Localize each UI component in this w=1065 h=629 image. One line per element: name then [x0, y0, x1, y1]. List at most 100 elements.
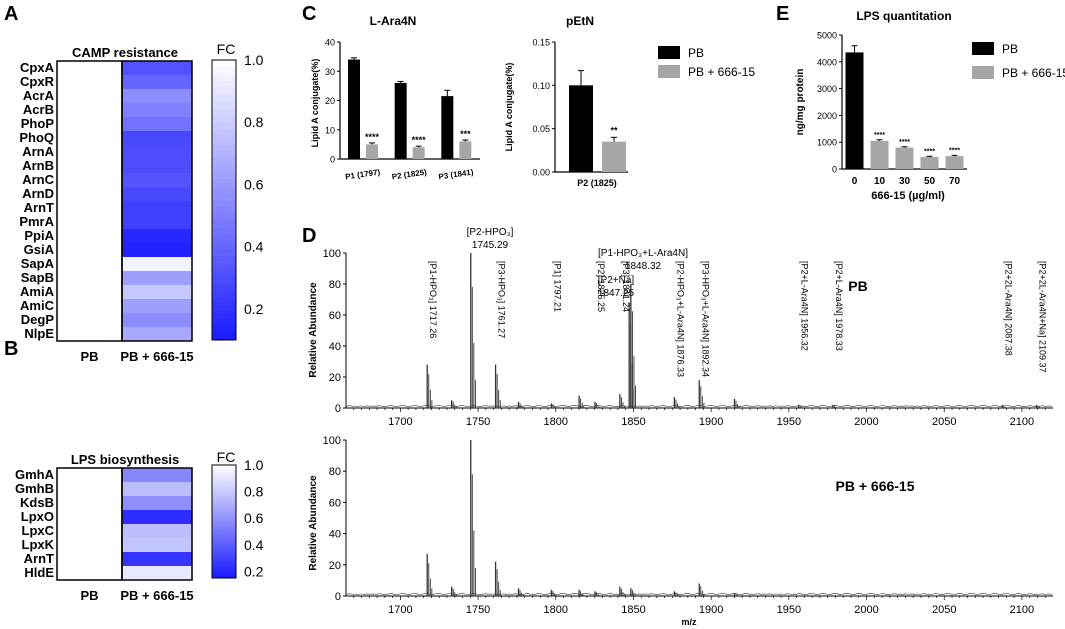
colorbar-segment: [212, 521, 236, 525]
significance-label: ****: [412, 135, 427, 145]
x-tick-label: P3 (1841): [438, 168, 474, 182]
colorbar-segment: [212, 527, 236, 531]
colorbar-segment: [212, 498, 236, 503]
colorbar-segment: [212, 130, 236, 138]
y-tick-label: 10: [325, 125, 335, 135]
legend-swatch-pb: [972, 42, 994, 55]
colorbar-segment: [212, 552, 236, 556]
colorbar-segment: [212, 123, 236, 131]
x-axis-label: 666-15 (µg/ml): [871, 190, 945, 202]
colorbar-segment: [212, 221, 236, 229]
colorbar-segment: [212, 476, 236, 480]
x-tick-label: 1950: [777, 416, 801, 428]
peak-annotation: [P1-HPO₃] 1717.26: [428, 261, 438, 338]
colorbar-tick-label: 0.2: [244, 563, 264, 579]
spectrum-baseline: [345, 404, 1053, 407]
y-axis-label: Lipid A conjugate(%): [310, 59, 320, 148]
bar: [366, 144, 378, 159]
colorbar-segment: [212, 109, 236, 117]
colorbar-segment: [212, 256, 236, 264]
x-tick-label: 1700: [388, 604, 412, 616]
bar: [895, 147, 914, 169]
colorbar-segment: [212, 481, 236, 486]
y-tick-label: 40: [325, 38, 335, 48]
y-axis-label: Lipid A conjugate(%): [504, 63, 514, 152]
heatmap-row-label: HldE: [24, 565, 54, 580]
colorbar-segment: [212, 470, 236, 474]
heatmap-row-label: ArnT: [24, 551, 54, 566]
y-tick-label: 2000: [817, 111, 837, 121]
heatmap-cell: [57, 117, 122, 131]
heatmap-cell: [57, 61, 122, 75]
legend-e: PB PB + 666-15: [972, 42, 1065, 80]
colorbar-tick-label: 0.4: [244, 537, 264, 553]
peak-annotation: [P1] 1797.21: [552, 261, 562, 312]
colorbar-segment: [212, 228, 236, 236]
x-tick-label: P2 (1825): [577, 178, 617, 188]
colorbar-segment: [212, 144, 236, 152]
legend-swatch-pb-666: [658, 65, 680, 78]
peak-annotation: [P2-HPO₃+L-Ara4N] 1876.33: [675, 261, 685, 377]
heatmap-cell: [57, 173, 122, 187]
peak-annotation: [P2] 1825.25: [596, 261, 606, 312]
y-tick-label: 20: [329, 372, 341, 384]
chart-title: pEtN: [566, 14, 594, 28]
heatmap-row-label: ArnT: [24, 200, 54, 215]
x-tick-label: 2000: [854, 604, 878, 616]
y-tick-label: 0.15: [532, 38, 550, 48]
bar: [412, 147, 425, 159]
heatmap-cell: [57, 103, 122, 117]
heatmap-row-label: LpxC: [22, 523, 55, 538]
heatmap-cell: [57, 243, 122, 257]
bar: [920, 156, 939, 169]
petn-bar-chart: pEtN Lipid A conjugate(%) 0.00 0.05 0.10 0.…: [504, 14, 628, 188]
x-tick-label: 1900: [699, 604, 723, 616]
legend-label-pb: PB: [1002, 42, 1018, 56]
peak-annotation-value: 1745.29: [472, 240, 509, 251]
x-tick-label: 50: [924, 176, 936, 187]
heatmap-cell: [57, 271, 122, 285]
heatmap-row-label: GmhB: [15, 481, 54, 496]
heatmap-cell: [57, 89, 122, 103]
spectrum-pb: PB Relative Abundance 0 20 40 60 80 100 1700 17…: [308, 227, 1053, 428]
x-tick-label: P2 (1825): [391, 168, 427, 182]
camp-colorbar: FC 1.0 0.8 0.6 0.4 0.2: [211, 41, 264, 341]
colorbar-segment: [212, 95, 236, 103]
heatmap-cell: [122, 552, 192, 566]
y-tick-label: 40: [329, 341, 341, 353]
heatmap-title: LPS biosynthesis: [71, 452, 179, 467]
ara4n-bar-chart: L-Ara4N Lipid A conjugate(%) 0 10 20 30 40 **…: [310, 14, 480, 181]
heatmap-row-label: KdsB: [20, 495, 54, 510]
heatmap-cell: [57, 257, 122, 271]
colorbar-tick-label: 1.0: [244, 52, 264, 68]
x-tick-label: 70: [949, 176, 961, 187]
colorbar-segment: [212, 501, 236, 506]
heatmap-cell: [122, 496, 192, 510]
significance-label: ****: [899, 139, 910, 146]
x-tick-label: 2100: [1010, 604, 1034, 616]
peak-annotation: [P3-HPO₃] 1761.27: [497, 261, 507, 338]
x-tick-label: 1800: [544, 416, 568, 428]
heatmap-cell: [57, 524, 122, 538]
bar: [441, 96, 454, 159]
significance-label: ****: [924, 148, 935, 155]
colorbar-segment: [212, 270, 236, 278]
y-tick-label: 40: [329, 529, 341, 541]
heatmap-cell: [57, 201, 122, 215]
y-tick-label: 3000: [817, 84, 837, 94]
heatmap-row-label: GmhA: [15, 467, 55, 482]
heatmap-cell: [122, 243, 192, 257]
colorbar-segment: [212, 207, 236, 215]
x-tick-label: 2100: [1010, 416, 1034, 428]
heatmap-cell: [122, 482, 192, 496]
heatmap-row-label: AmiC: [20, 298, 55, 313]
heatmap-cell: [57, 215, 122, 229]
colorbar-segment: [212, 151, 236, 159]
y-tick-label: 0: [335, 591, 341, 603]
colorbar-frame: [211, 59, 237, 341]
panel-label-d: D: [302, 225, 316, 247]
colorbar-segment: [212, 242, 236, 250]
y-tick-label: 80: [329, 466, 341, 478]
heatmap-cell: [122, 566, 192, 580]
